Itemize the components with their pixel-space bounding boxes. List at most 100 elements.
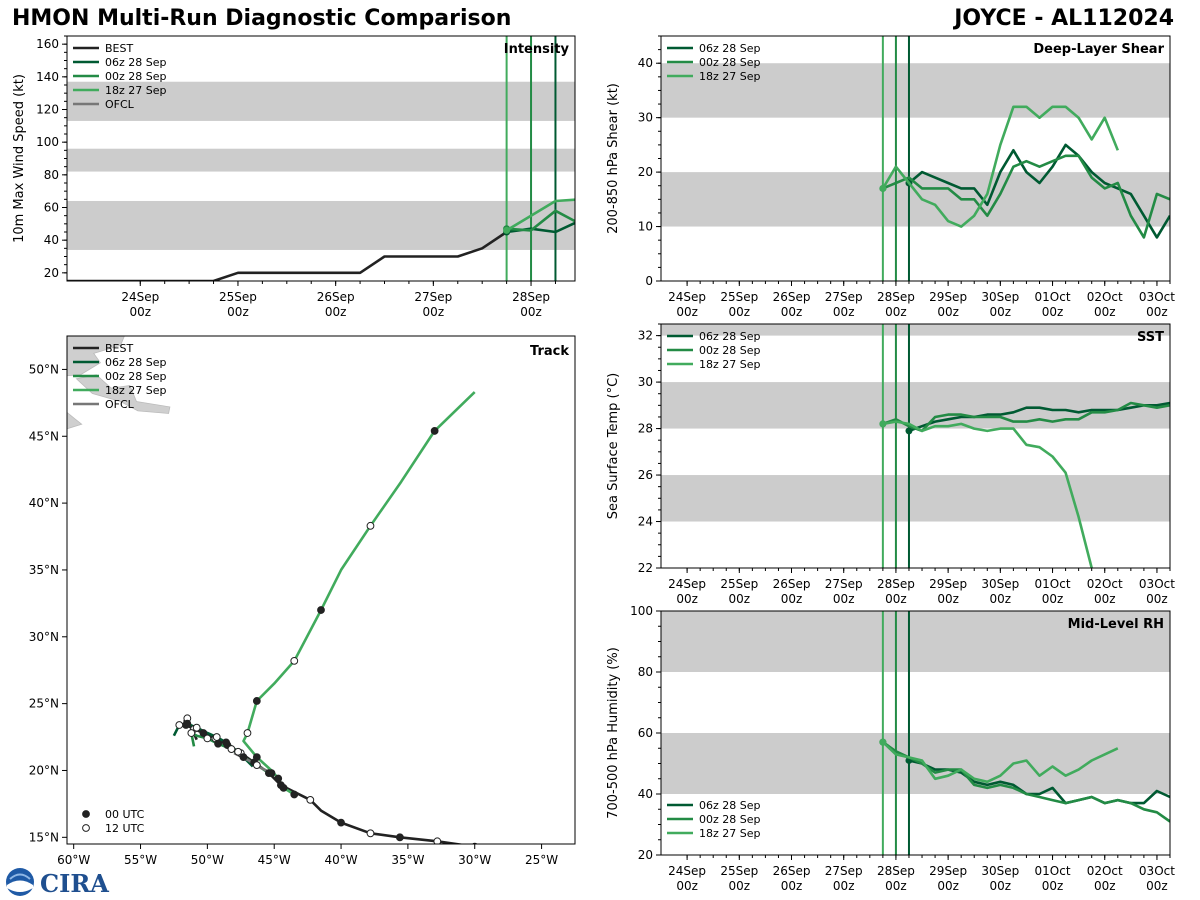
shear-xtick-hour: 00z <box>990 305 1012 319</box>
legend-12utc-marker <box>82 824 90 832</box>
intensity-xtick-date: 25Sep <box>219 290 257 304</box>
legend-00utc-marker <box>82 810 90 818</box>
intensity-title: Intensity <box>504 42 570 57</box>
rh-xtick-hour: 00z <box>1094 879 1116 893</box>
track-xtick-label: 50°W <box>191 853 224 867</box>
shear-xtick-hour: 00z <box>1042 305 1064 319</box>
rh-plot-area <box>661 611 1170 855</box>
sst-ytick-label: 24 <box>638 515 653 529</box>
rh-title: Mid-Level RH <box>1068 617 1164 632</box>
track-point-00utc <box>317 606 325 614</box>
land-mass-1 <box>75 374 171 414</box>
rh-band-1 <box>661 611 1170 672</box>
rh-band-0 <box>661 733 1170 794</box>
rh-series-2 <box>882 741 1119 784</box>
shear-xtick-date: 03Oct <box>1139 290 1175 304</box>
rh-xtick-date: 28Sep <box>877 864 915 878</box>
rh-ytick-label: 40 <box>638 787 653 801</box>
track-ytick-label: 20°N <box>29 763 59 777</box>
intensity-band-2 <box>67 81 575 121</box>
rh-ytick-label: 20 <box>638 848 653 862</box>
rh-xtick-date: 30Sep <box>981 864 1019 878</box>
track-legend-label: OFCL <box>105 398 135 411</box>
track-point-12utc <box>290 656 299 665</box>
sst-xtick-hour: 00z <box>937 592 959 606</box>
track-xtick-label: 40°W <box>324 853 357 867</box>
rh-xtick-hour: 00z <box>833 879 855 893</box>
noaa-seal-icon <box>6 868 34 896</box>
intensity-ytick-label: 80 <box>44 168 59 182</box>
rh-xtick-date: 03Oct <box>1139 864 1175 878</box>
sst-xtick-date: 01Oct <box>1035 577 1071 591</box>
track-point-00utc <box>430 427 439 435</box>
sst-xtick-hour: 00z <box>990 592 1012 606</box>
chart-intensity: 2040608010012014016024Sep00z25Sep00z26Se… <box>12 35 873 319</box>
shear-xtick-hour: 00z <box>781 305 803 319</box>
shear-series-2 <box>881 105 1120 228</box>
sst-band-0 <box>661 475 1170 522</box>
track-legend-label: 18z 27 Sep <box>105 384 167 397</box>
sst-plot-area <box>661 324 1170 568</box>
shear-band-1 <box>661 63 1170 118</box>
rh-xtick-hour: 00z <box>885 879 907 893</box>
track-line-0 <box>183 716 466 844</box>
intensity-band-1 <box>67 148 575 172</box>
track-point-12utc <box>203 734 212 743</box>
track-point-12utc <box>366 521 375 530</box>
intensity-series-start-3 <box>503 226 511 234</box>
track-point-00utc <box>214 739 222 748</box>
rh-legend-label: 06z 28 Sep <box>699 799 761 812</box>
rh-xtick-hour: 00z <box>1146 879 1168 893</box>
intensity-xtick-date: 24Sep <box>121 290 159 304</box>
shear-xtick-date: 02Oct <box>1087 290 1123 304</box>
sst-ytick-label: 28 <box>638 422 653 436</box>
intensity-xtick-hour: 00z <box>423 305 445 319</box>
track-marker-legend-label: 12 UTC <box>105 822 145 835</box>
sst-xtick-date: 30Sep <box>981 577 1019 591</box>
sst-xtick-hour: 00z <box>1094 592 1116 606</box>
shear-band-0 <box>661 172 1170 227</box>
shear-legend-label: 18z 27 Sep <box>699 70 761 83</box>
intensity-legend-label: BEST <box>105 42 133 55</box>
sst-series-2 <box>882 420 1093 568</box>
shear-xtick-date: 26Sep <box>773 290 811 304</box>
intensity-xtick-hour: 00z <box>520 305 542 319</box>
rh-xtick-hour: 00z <box>937 879 959 893</box>
intensity-ytick-label: 160 <box>36 37 59 51</box>
track-point-00utc <box>252 753 261 762</box>
track-xtick-label: 45°W <box>258 853 291 867</box>
rh-xtick-date: 02Oct <box>1087 864 1123 878</box>
rh-legend-label: 00z 28 Sep <box>699 813 761 826</box>
sst-series-1 <box>882 401 1170 433</box>
intensity-legend-label: 18z 27 Sep <box>105 84 167 97</box>
track-point-12utc <box>187 729 196 737</box>
track-point-12utc <box>175 721 184 729</box>
rh-xtick-date: 24Sep <box>668 864 706 878</box>
track-xtick-label: 60°W <box>57 853 90 867</box>
shear-ytick-label: 30 <box>638 111 653 125</box>
shear-xtick-date: 01Oct <box>1035 290 1071 304</box>
track-marker-legend-label: 00 UTC <box>105 808 145 821</box>
track-point-12utc <box>433 837 442 844</box>
intensity-xtick-date: 28Sep <box>512 290 550 304</box>
sst-legend-label: 06z 28 Sep <box>699 330 761 343</box>
sst-xtick-hour: 00z <box>1146 592 1168 606</box>
intensity-series-4 <box>580 232 873 265</box>
shear-series-start-2 <box>879 184 887 192</box>
sst-ytick-label: 26 <box>638 468 653 482</box>
sst-ylabel: Sea Surface Temp (°C) <box>606 373 621 520</box>
rh-ylabel: 700-500 hPa Humidity (%) <box>606 647 621 819</box>
intensity-ylabel: 10m Max Wind Speed (kt) <box>12 74 27 243</box>
rh-xtick-hour: 00z <box>676 879 698 893</box>
track-point-12utc <box>243 729 252 737</box>
shear-ytick-label: 40 <box>638 56 653 70</box>
sst-xtick-hour: 00z <box>833 592 855 606</box>
sst-xtick-hour: 00z <box>885 592 907 606</box>
track-point-12utc <box>366 829 375 838</box>
intensity-legend-label: 00z 28 Sep <box>105 70 167 83</box>
shear-xtick-hour: 00z <box>1146 305 1168 319</box>
intensity-ytick-label: 60 <box>44 201 59 215</box>
sst-xtick-hour: 00z <box>729 592 751 606</box>
chart-shear: 01020304024Sep00z25Sep00z26Sep00z27Sep00… <box>606 35 1175 319</box>
